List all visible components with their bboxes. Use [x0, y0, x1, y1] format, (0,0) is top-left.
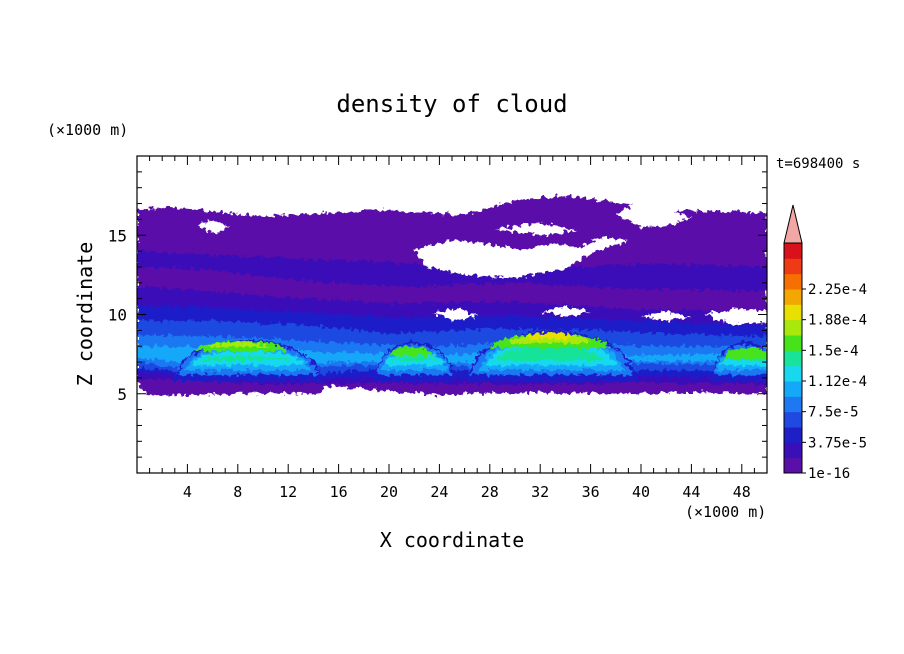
colorbar-swatch — [784, 350, 802, 367]
x-tick-label: 28 — [481, 483, 499, 501]
y-tick-label: 5 — [117, 385, 127, 404]
colorbar-swatch — [784, 427, 802, 443]
colorbar-swatch — [784, 335, 802, 351]
colorbar-tick-label: 1.12e-4 — [808, 374, 867, 390]
no-cloud-gap — [496, 222, 578, 236]
colorbar-swatch — [784, 258, 802, 275]
no-cloud-gap — [197, 219, 229, 234]
colorbar-swatch — [784, 381, 802, 397]
x-unit-label: (×1000 m) — [685, 503, 766, 521]
x-tick-label: 24 — [430, 483, 448, 501]
cloud-band — [722, 347, 767, 359]
colorbar: 1e-16 3.75e-5 7.5e-5 1.12e-4 1.5e-4 1.88e-4 2.… — [783, 204, 867, 482]
colorbar-swatch — [784, 243, 802, 259]
no-cloud-gap — [414, 236, 629, 278]
cloud-band — [527, 332, 572, 340]
cloud-band — [388, 357, 439, 361]
colorbar-tick-label: 3.75e-5 — [808, 435, 867, 451]
x-tick-label: 40 — [632, 483, 650, 501]
x-tick-label: 12 — [279, 483, 297, 501]
colorbar-swatch — [784, 442, 802, 459]
y-axis-ticks: 5 10 15 — [108, 171, 767, 458]
cloud-band — [206, 343, 270, 347]
cloud-band — [389, 347, 434, 356]
cloud-contours — [137, 156, 767, 396]
x-tick-label: 4 — [183, 483, 192, 501]
colorbar-swatch — [784, 304, 802, 321]
y-axis-label: Z coordinate — [73, 242, 97, 387]
y-unit-label: (×1000 m) — [47, 121, 128, 139]
no-cloud-gap — [540, 306, 591, 317]
x-tick-label: 8 — [233, 483, 242, 501]
colorbar-swatch — [784, 365, 802, 382]
x-tick-label: 36 — [582, 483, 600, 501]
cloud-band — [495, 346, 604, 361]
no-cloud-gap — [137, 156, 767, 214]
colorbar-swatch — [784, 319, 802, 336]
time-label: t=698400 s — [776, 156, 860, 172]
colorbar-tick-label: 7.5e-5 — [808, 405, 859, 421]
no-cloud-gap — [641, 311, 692, 321]
chart-title: density of cloud — [336, 90, 567, 118]
x-tick-label: 44 — [682, 483, 700, 501]
x-tick-label: 16 — [330, 483, 348, 501]
cloud-band — [199, 355, 294, 361]
colorbar-swatch — [784, 273, 802, 290]
colorbar-tick-label: 1.5e-4 — [808, 343, 859, 359]
cloud-field — [137, 156, 767, 396]
colorbar-tick-label: 1.88e-4 — [808, 313, 867, 329]
colorbar-swatch — [784, 457, 802, 474]
x-axis-label: X coordinate — [380, 528, 525, 552]
colorbar-tick-label: 1e-16 — [808, 466, 850, 482]
no-cloud-gap — [615, 203, 692, 228]
x-tick-label: 48 — [733, 483, 751, 501]
no-cloud-gap — [433, 308, 478, 321]
y-tick-label: 10 — [108, 306, 127, 325]
x-tick-label: 32 — [531, 483, 549, 501]
colorbar-tick-label: 2.25e-4 — [808, 282, 867, 298]
y-tick-label: 15 — [108, 226, 127, 245]
colorbar-swatch — [784, 411, 802, 428]
colorbar-swatch — [784, 289, 802, 305]
x-axis-ticks: 4 8 12 16 20 24 28 32 36 40 44 48 — [149, 156, 755, 501]
colorbar-overflow-triangle — [783, 204, 803, 244]
x-tick-label: 20 — [380, 483, 398, 501]
colorbar-swatch — [784, 396, 802, 413]
no-cloud-gap — [704, 308, 767, 324]
